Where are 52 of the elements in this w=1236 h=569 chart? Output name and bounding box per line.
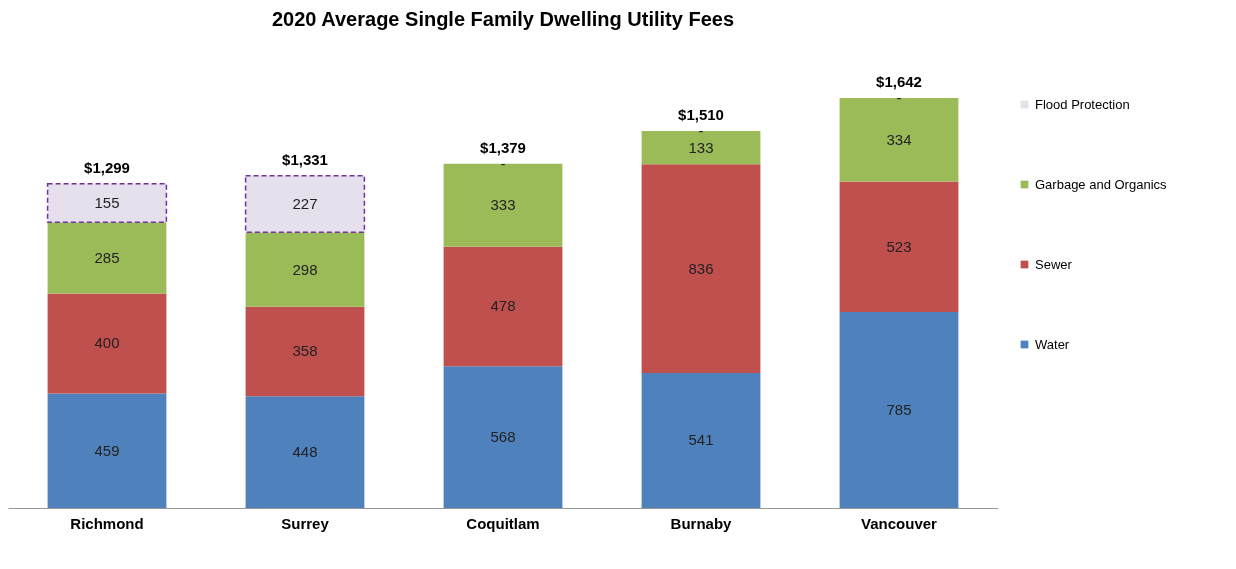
total-label: $1,331 — [282, 150, 328, 168]
data-label: - — [500, 154, 506, 172]
total-label: $1,379 — [480, 138, 526, 156]
bar — [641, 130, 761, 165]
bar — [245, 232, 365, 307]
data-label: 568 — [490, 428, 516, 446]
data-label: 155 — [94, 194, 120, 211]
data-label: 785 — [886, 400, 912, 418]
x-tick-label: Coquitlam — [466, 514, 540, 532]
legend-label: Garbage and Organics — [1035, 176, 1168, 192]
x-tick-label: Richmond — [70, 514, 144, 532]
data-label: 400 — [94, 334, 120, 352]
bar — [443, 366, 563, 508]
bar — [47, 293, 167, 394]
total-label: $1,642 — [876, 73, 922, 90]
bar — [839, 98, 959, 182]
x-tick-label: Surrey — [281, 514, 330, 532]
legend-label: Water — [1035, 336, 1070, 352]
x-tick-label: Burnaby — [670, 514, 733, 532]
data-label: 459 — [94, 441, 120, 459]
bar — [641, 164, 761, 373]
bar — [641, 372, 761, 508]
data-label: 541 — [688, 431, 714, 449]
x-tick-label: Vancouver — [861, 514, 938, 532]
data-label: 478 — [490, 297, 516, 315]
chart-title: 2020 Average Single Family Dwelling Utility Fees — [271, 8, 735, 30]
bar — [443, 246, 563, 367]
data-label: 298 — [292, 260, 318, 278]
bar — [46, 182, 168, 224]
bar — [839, 181, 959, 312]
data-label: 523 — [886, 237, 912, 255]
data-label: 333 — [490, 196, 516, 214]
bar — [47, 222, 167, 294]
data-label: 133 — [688, 138, 714, 156]
total-label: $1,510 — [678, 105, 724, 123]
bar — [245, 306, 365, 397]
bar — [443, 163, 563, 247]
bar — [245, 396, 365, 508]
data-label: 285 — [94, 248, 120, 266]
data-label: 836 — [688, 259, 714, 277]
data-label: - — [698, 121, 704, 139]
data-label: 334 — [886, 130, 912, 148]
data-label: 358 — [292, 342, 318, 360]
data-label: 448 — [292, 443, 318, 461]
data-label: 227 — [292, 195, 318, 212]
bar — [47, 393, 167, 508]
legend-label: Flood Protection — [1035, 96, 1130, 112]
legend-label: Sewer — [1035, 256, 1073, 272]
bar — [839, 311, 959, 508]
total-label: $1,299 — [84, 158, 130, 176]
data-label: - — [896, 89, 902, 106]
bar — [244, 174, 366, 234]
